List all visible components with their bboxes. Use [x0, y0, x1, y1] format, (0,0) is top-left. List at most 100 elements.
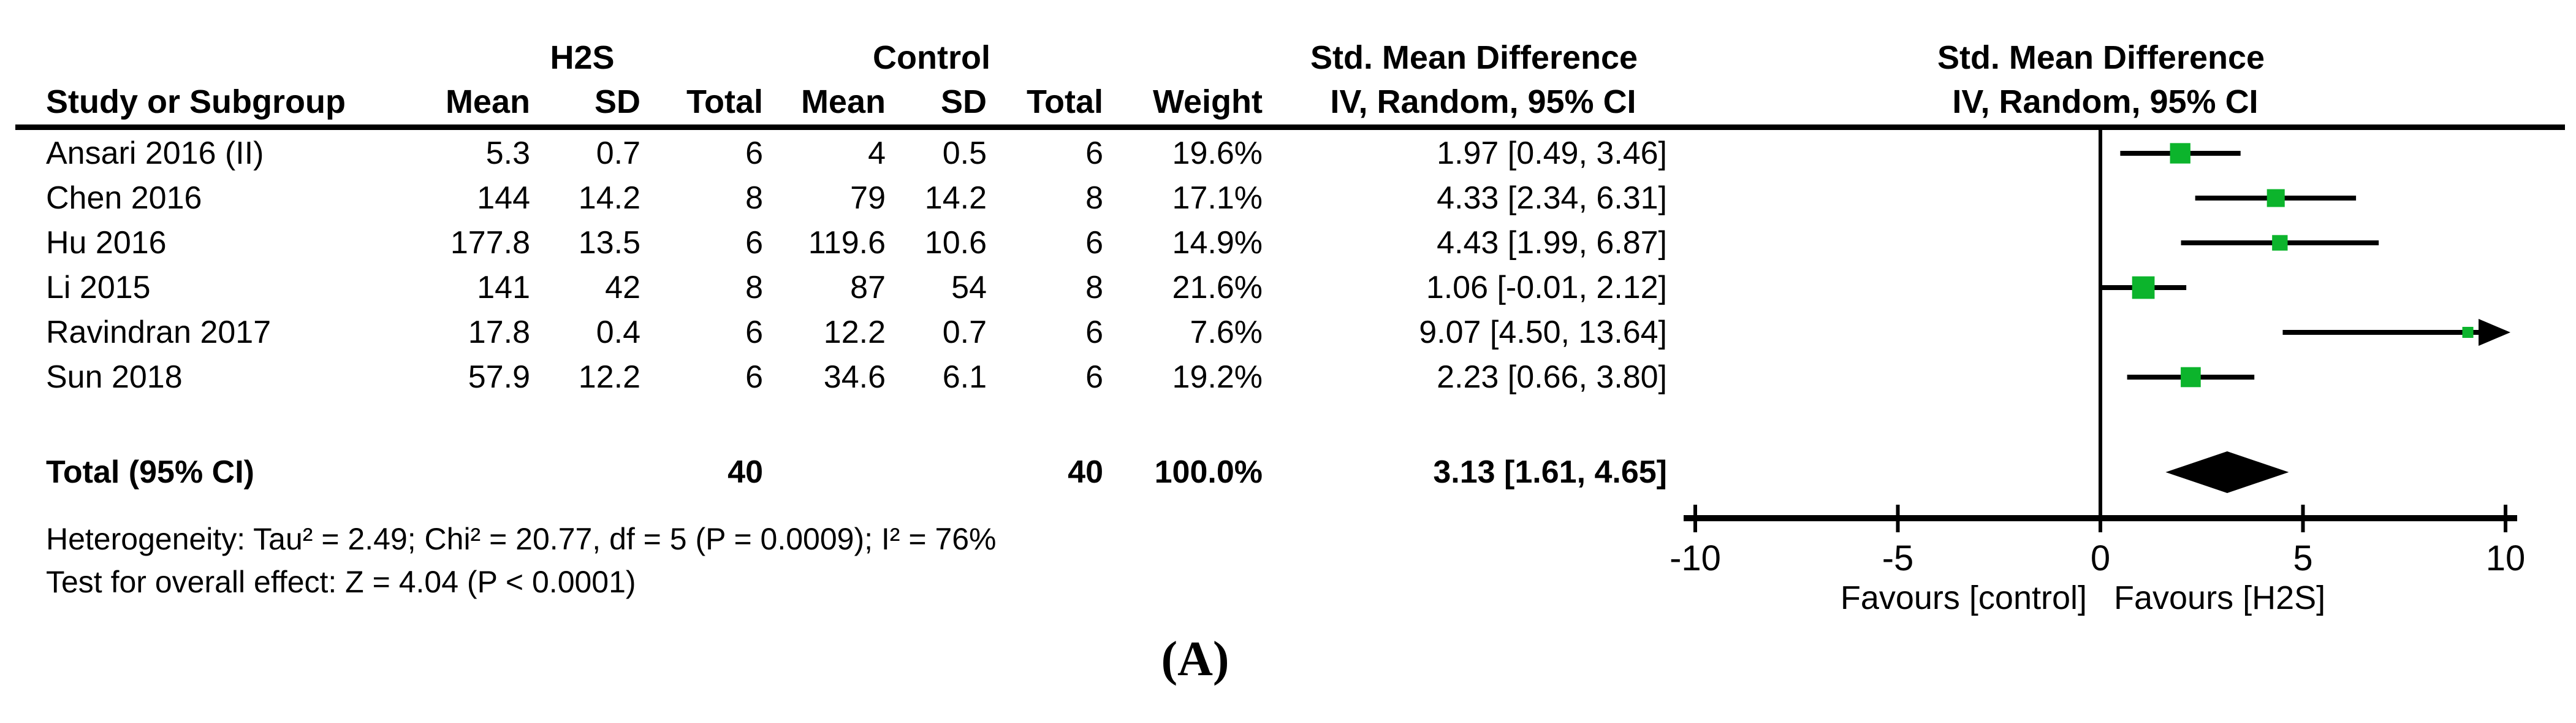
- weight-value: 14.9%: [1172, 225, 1263, 261]
- x-tick-label: -10: [1670, 538, 1721, 578]
- study-label: Ansari 2016 (II): [46, 136, 264, 171]
- ctl-sd-value: 10.6: [924, 225, 987, 261]
- ctl-total-value: 8: [1085, 180, 1103, 216]
- col-header-ctl-total: Total: [1027, 83, 1103, 120]
- group-header-smd-left: Std. Mean Difference: [1310, 39, 1638, 76]
- heterogeneity-stats: Heterogeneity: Tau² = 2.49; Chi² = 20.77…: [46, 522, 997, 556]
- h2s-mean-value: 17.8: [468, 315, 530, 350]
- study-point-square: [2170, 143, 2190, 164]
- smd-ci-value: 1.97 [0.49, 3.46]: [1437, 136, 1667, 171]
- h2s-total-value: 8: [745, 180, 763, 216]
- ctl-total-value: 8: [1085, 270, 1103, 305]
- smd-ci-value: 9.07 [4.50, 13.64]: [1419, 315, 1667, 350]
- ctl-mean-value: 34.6: [823, 359, 886, 395]
- total-weight: 100.0%: [1154, 454, 1263, 490]
- smd-ci-value: 1.06 [-0.01, 2.12]: [1426, 270, 1667, 305]
- weight-value: 17.1%: [1172, 180, 1263, 216]
- ctl-sd-value: 54: [951, 270, 987, 305]
- h2s-mean-value: 5.3: [485, 136, 530, 171]
- ctl-mean-value: 87: [850, 270, 886, 305]
- h2s-total-value: 6: [745, 315, 763, 350]
- h2s-sd-value: 0.7: [596, 136, 640, 171]
- table-row: Sun 2018 57.9 12.2 6 34.6 6.1 6 19.2% 2.…: [0, 355, 1716, 399]
- x-tick-label: 10: [2486, 538, 2526, 578]
- h2s-total-value: 8: [745, 270, 763, 305]
- h2s-mean-value: 177.8: [450, 225, 530, 261]
- ctl-sd-value: 14.2: [924, 180, 987, 216]
- weight-value: 19.2%: [1172, 359, 1263, 395]
- x-tick-label: 0: [2091, 538, 2110, 578]
- col-header-h2s-mean: Mean: [445, 83, 530, 120]
- table-row: Hu 2016 177.8 13.5 6 119.6 10.6 6 14.9% …: [0, 221, 1716, 265]
- h2s-sd-value: 12.2: [578, 359, 640, 395]
- h2s-total-value: 6: [745, 359, 763, 395]
- ctl-total-value: 6: [1085, 136, 1103, 171]
- study-label: Li 2015: [46, 270, 151, 305]
- study-point-square: [2266, 189, 2285, 207]
- h2s-sd-value: 42: [605, 270, 640, 305]
- col-header-weight: Weight: [1153, 83, 1263, 120]
- h2s-total-value: 6: [745, 136, 763, 171]
- ctl-mean-value: 79: [850, 180, 886, 216]
- study-point-square: [2181, 367, 2201, 388]
- total-row: Total (95% CI) 40 40 100.0% 3.13 [1.61, …: [0, 450, 1716, 494]
- figure-caption: (A): [1161, 632, 1229, 686]
- group-header-smd-right: Std. Mean Difference: [1937, 39, 2265, 76]
- x-tick-label: -5: [1882, 538, 1914, 578]
- h2s-mean-value: 57.9: [468, 359, 530, 395]
- study-point-square: [2272, 235, 2288, 251]
- col-header-study: Study or Subgroup: [46, 83, 346, 120]
- ci-arrow-right: [2479, 319, 2510, 346]
- study-label: Hu 2016: [46, 225, 167, 261]
- ctl-total-value: 6: [1085, 315, 1103, 350]
- col-header-ctl-mean: Mean: [800, 83, 886, 120]
- weight-value: 19.6%: [1172, 136, 1263, 171]
- smd-ci-value: 4.33 [2.34, 6.31]: [1437, 180, 1667, 216]
- weight-value: 7.6%: [1190, 315, 1263, 350]
- ctl-mean-value: 12.2: [823, 315, 886, 350]
- ctl-sd-value: 6.1: [942, 359, 987, 395]
- ctl-total-value: 6: [1085, 225, 1103, 261]
- ctl-total-value: 6: [1085, 359, 1103, 395]
- study-label: Sun 2018: [46, 359, 183, 395]
- header-divider-line: [15, 124, 2565, 130]
- h2s-mean-value: 141: [477, 270, 530, 305]
- total-ctl-n: 40: [1068, 454, 1103, 490]
- h2s-mean-value: 144: [477, 180, 530, 216]
- total-label: Total (95% CI): [46, 454, 254, 490]
- group-header-control: Control: [873, 39, 990, 76]
- group-header-h2s: H2S: [550, 39, 615, 76]
- h2s-total-value: 6: [745, 225, 763, 261]
- favours-right-label: Favours [H2S]: [2114, 580, 2325, 616]
- ctl-sd-value: 0.5: [942, 136, 987, 171]
- ctl-sd-value: 0.7: [942, 315, 987, 350]
- study-label: Ravindran 2017: [46, 315, 272, 350]
- col-header-h2s-sd: SD: [594, 83, 640, 120]
- x-tick-label: 5: [2293, 538, 2312, 578]
- column-header-row: Study or Subgroup Mean SD Total Mean SD …: [0, 80, 1716, 124]
- smd-ci-value: 2.23 [0.66, 3.80]: [1437, 359, 1667, 395]
- col-header-ctl-sd: SD: [940, 83, 987, 120]
- h2s-sd-value: 14.2: [578, 180, 640, 216]
- weight-value: 21.6%: [1172, 270, 1263, 305]
- table-row: Ravindran 2017 17.8 0.4 6 12.2 0.7 6 7.6…: [0, 310, 1716, 354]
- h2s-sd-value: 0.4: [596, 315, 640, 350]
- table-row: Ansari 2016 (II) 5.3 0.7 6 4 0.5 6 19.6%…: [0, 131, 1716, 175]
- table-row: Chen 2016 144 14.2 8 79 14.2 8 17.1% 4.3…: [0, 176, 1716, 220]
- ctl-mean-value: 4: [868, 136, 886, 171]
- col-header-h2s-total: Total: [686, 83, 763, 120]
- table-row: Li 2015 141 42 8 87 54 8 21.6% 1.06 [-0.…: [0, 266, 1716, 310]
- h2s-sd-value: 13.5: [578, 225, 640, 261]
- overall-effect-test: Test for overall effect: Z = 4.04 (P < 0…: [46, 565, 636, 599]
- col-header-method-right: IV, Random, 95% CI: [1952, 83, 2259, 120]
- ctl-mean-value: 119.6: [808, 225, 886, 261]
- total-smd-ci: 3.13 [1.61, 4.65]: [1433, 454, 1667, 490]
- favours-left-label: Favours [control]: [1841, 580, 2087, 616]
- smd-ci-value: 4.43 [1.99, 6.87]: [1437, 225, 1667, 261]
- total-h2s-n: 40: [728, 454, 763, 490]
- study-label: Chen 2016: [46, 180, 202, 216]
- col-header-method-left: IV, Random, 95% CI: [1330, 83, 1636, 120]
- study-point-square: [2462, 327, 2474, 338]
